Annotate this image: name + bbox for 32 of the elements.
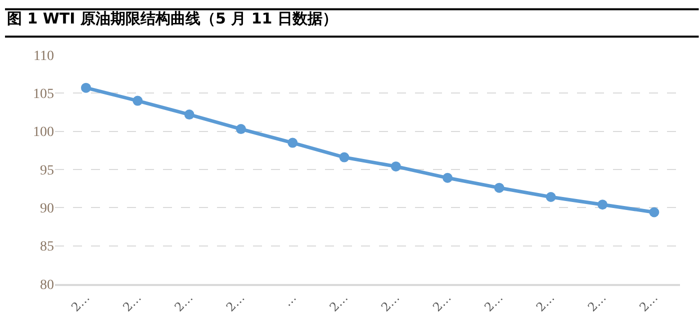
x-tick-label: 2… [378,290,402,314]
point [442,172,453,183]
point [598,200,608,210]
point [339,152,350,162]
y-tick-label: 110 [34,48,54,64]
x-tick-label: 2… [68,290,92,314]
x-tick-label: 2… [172,290,196,314]
x-tick-label: 2… [120,290,144,314]
y-tick-label: 80 [40,278,54,293]
point [132,96,143,106]
x-tick-label: … [280,290,299,309]
x-tick-label: 2… [585,290,609,314]
x-tick-label: 2… [482,290,506,314]
y-tick-label: 100 [33,125,54,140]
y-tick-label: 105 [33,87,54,102]
point [288,138,298,148]
y-tick-label: 85 [40,240,54,255]
chart-title: 图 1 WTI 原油期限结构曲线（5 月 11 日数据） [7,10,338,28]
point [494,182,504,193]
x-tick-label: 2… [224,290,248,314]
x-tick-label: 2… [636,290,661,314]
point [80,82,91,93]
x-tick-label: 2… [533,290,558,314]
point [184,110,194,120]
y-tick-label: 90 [40,202,54,217]
x-tick-label: 2… [326,290,351,314]
x-tick-label: 2… [430,290,454,314]
y-tick-label: 95 [40,163,54,178]
point [649,207,660,218]
point [546,192,556,202]
point [390,161,401,172]
point [236,124,246,134]
